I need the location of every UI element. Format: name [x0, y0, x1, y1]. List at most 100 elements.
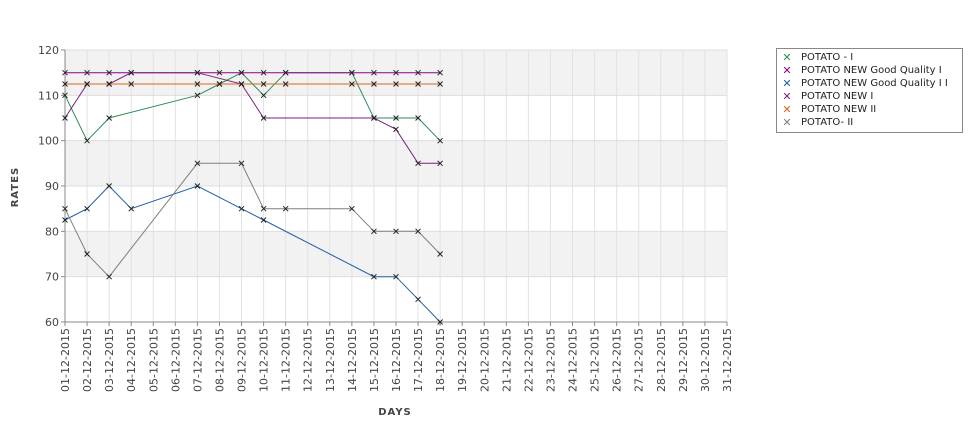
- x-tick-labels: 01-12-2015 02-12-2015 03-12-2015 04-12-2015…: [59, 322, 734, 392]
- data-point: [415, 115, 421, 121]
- data-point-stroke: [84, 81, 90, 87]
- data-point-stroke: [106, 115, 112, 121]
- legend-marker-icon: ✕: [782, 77, 792, 90]
- data-point: [415, 228, 421, 235]
- data-point: [238, 81, 245, 87]
- legend-label: POTATO NEW I: [801, 91, 874, 102]
- series-markers: [62, 69, 443, 325]
- data-point: [84, 251, 90, 257]
- data-point: [84, 81, 90, 87]
- data-point-stroke: [371, 228, 377, 235]
- data-point-stroke: [62, 205, 68, 212]
- legend-label: POTATO NEW Good Quality I: [801, 65, 942, 76]
- data-point-stroke: [84, 137, 90, 144]
- data-point-stroke: [349, 81, 355, 87]
- data-point-stroke: [437, 251, 443, 257]
- x-tick-label: 21-12-2015: [500, 328, 513, 392]
- data-point-stroke: [393, 81, 399, 87]
- data-point-stroke: [128, 69, 135, 76]
- y-tick-label: 60: [45, 316, 59, 329]
- data-point-stroke: [282, 69, 289, 76]
- data-point-stroke: [128, 205, 135, 212]
- x-tick-label: 29-12-2015: [677, 328, 690, 392]
- data-point: [437, 319, 443, 325]
- data-point-stroke: [437, 69, 443, 76]
- data-point-stroke: [415, 115, 421, 121]
- data-point-stroke: [106, 81, 112, 87]
- x-tick-label: 18-12-2015: [434, 328, 447, 392]
- x-tick-label: 07-12-2015: [191, 328, 204, 392]
- legend-item: ✕ POTATO NEW I: [777, 90, 962, 103]
- data-point: [194, 183, 201, 189]
- data-point: [62, 69, 68, 76]
- x-tick-label: 03-12-2015: [103, 328, 116, 392]
- data-point-stroke: [216, 69, 223, 76]
- data-point-stroke: [194, 160, 201, 167]
- data-point: [282, 69, 289, 76]
- data-point: [371, 81, 377, 87]
- legend-label: POTATO NEW II: [801, 104, 877, 115]
- data-point: [62, 81, 68, 87]
- data-point-stroke: [260, 217, 267, 223]
- x-tick-label: 05-12-2015: [147, 328, 160, 392]
- data-point: [62, 217, 68, 223]
- data-point: [437, 137, 443, 144]
- y-tick-label: 80: [45, 225, 59, 238]
- data-point: [437, 69, 443, 76]
- data-point: [393, 273, 399, 280]
- legend-marker-icon: ✕: [782, 103, 792, 116]
- data-point-stroke: [62, 115, 68, 121]
- legend-item: ✕ POTATO - I: [777, 51, 962, 64]
- data-point: [393, 81, 399, 87]
- legend-marker-icon: ✕: [782, 51, 792, 64]
- data-point-stroke: [437, 160, 443, 167]
- data-point-stroke: [349, 205, 355, 212]
- data-point-stroke: [194, 81, 201, 87]
- data-point: [128, 205, 135, 212]
- series-line: [64, 162, 441, 278]
- data-point-stroke: [106, 69, 112, 76]
- data-point-stroke: [62, 92, 68, 99]
- x-tick-label: 04-12-2015: [125, 328, 138, 392]
- data-point: [393, 115, 399, 121]
- data-point: [194, 81, 201, 87]
- data-point-stroke: [62, 217, 68, 223]
- legend-item: ✕ POTATO NEW II: [777, 103, 962, 116]
- data-point: [437, 81, 443, 87]
- data-point: [260, 115, 267, 121]
- x-tick-label: 31-12-2015: [721, 328, 734, 392]
- data-point-stroke: [415, 160, 421, 167]
- data-point: [194, 92, 201, 99]
- data-point: [84, 205, 90, 212]
- x-tick-label: 10-12-2015: [258, 328, 271, 392]
- x-tick-label: 24-12-2015: [567, 328, 580, 392]
- data-point-stroke: [349, 69, 355, 76]
- data-point: [260, 81, 267, 87]
- y-tick-label: 70: [45, 271, 59, 284]
- data-point: [84, 137, 90, 144]
- data-point: [106, 81, 112, 87]
- data-point: [260, 69, 267, 76]
- data-point-stroke: [415, 81, 421, 87]
- data-point: [371, 273, 377, 280]
- data-point-stroke: [238, 205, 245, 212]
- data-point: [62, 92, 68, 99]
- legend-marker-icon: ✕: [782, 116, 792, 129]
- x-tick-label: 08-12-2015: [213, 328, 226, 392]
- data-point-stroke: [371, 81, 377, 87]
- x-tick-label: 19-12-2015: [456, 328, 469, 392]
- data-point-stroke: [194, 92, 201, 99]
- data-point-stroke: [62, 69, 68, 76]
- data-point: [128, 81, 135, 87]
- y-tick-label: 100: [38, 135, 59, 148]
- data-point-stroke: [194, 183, 201, 189]
- data-point-stroke: [238, 160, 245, 167]
- x-tick-label: 06-12-2015: [169, 328, 182, 392]
- x-axis-title: DAYS: [378, 407, 412, 418]
- data-point: [128, 69, 135, 76]
- data-point: [260, 92, 267, 99]
- x-tick-label: 28-12-2015: [655, 328, 668, 392]
- data-point-stroke: [415, 296, 421, 303]
- data-point-stroke: [393, 69, 399, 76]
